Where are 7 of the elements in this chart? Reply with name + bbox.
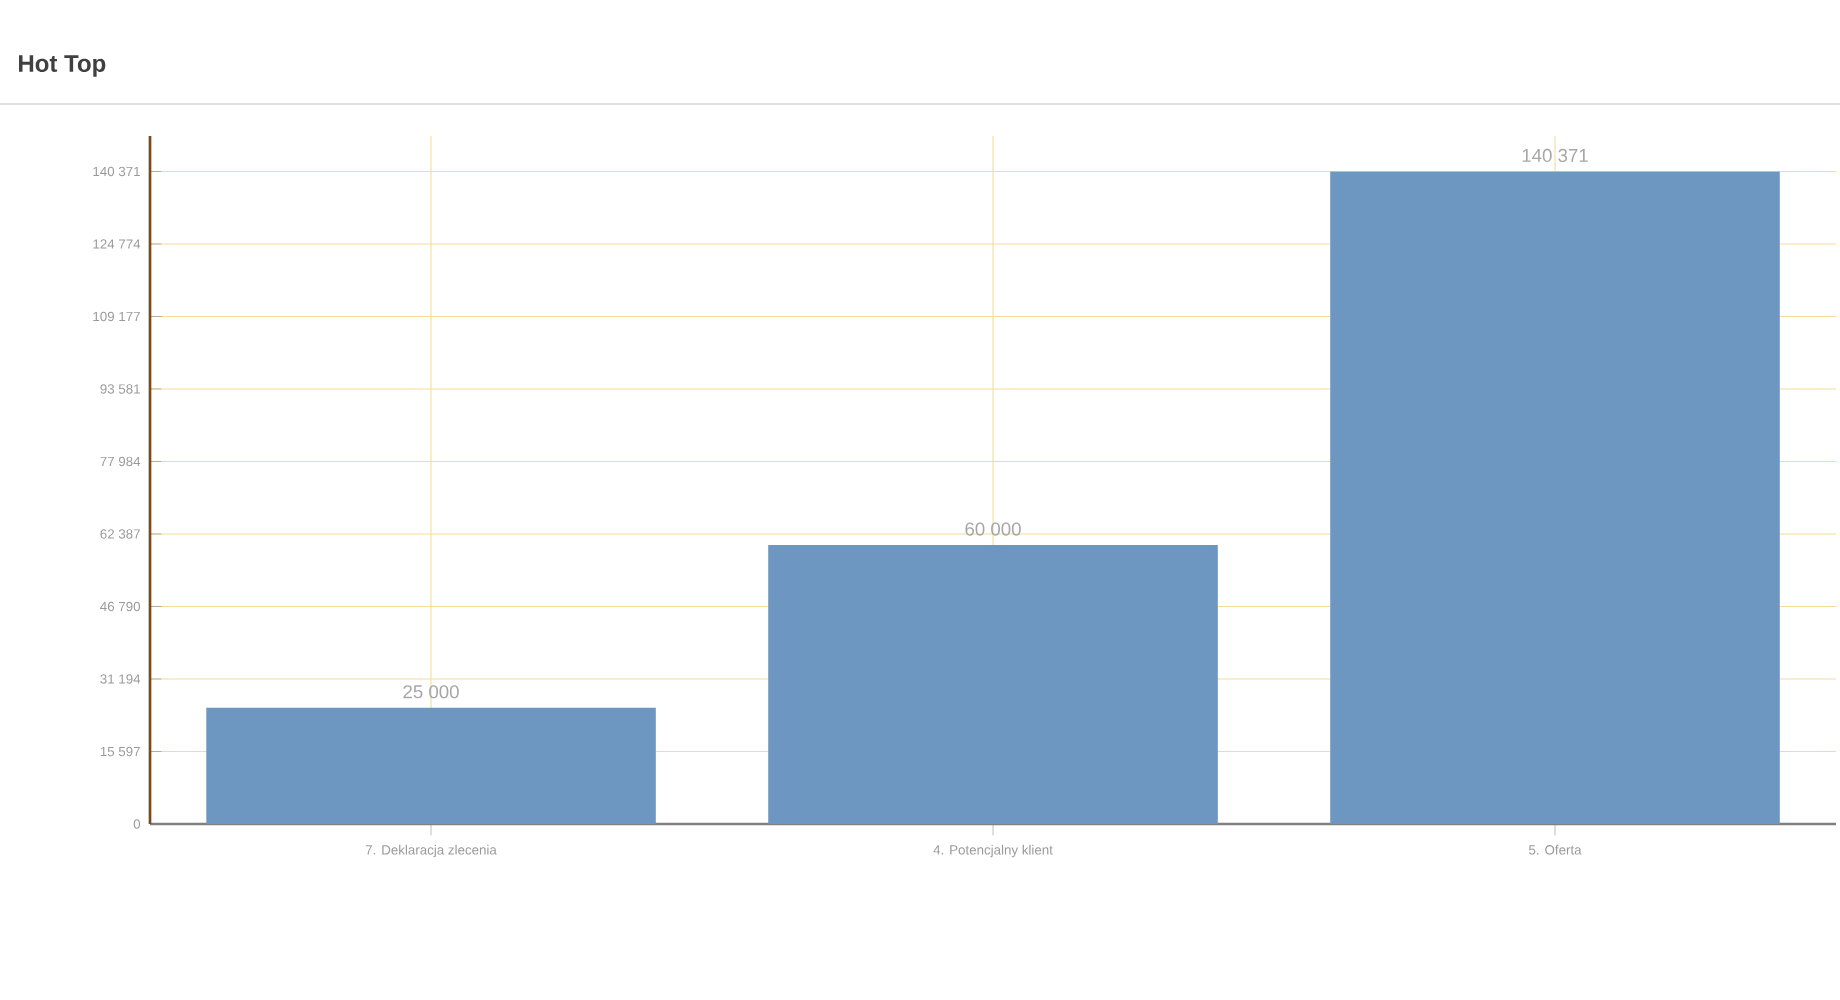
data-label: 140 371	[1522, 148, 1588, 163]
chart-title: Hot Top	[19, 55, 106, 77]
bar	[1330, 171, 1780, 824]
data-label: 25 000	[403, 685, 459, 699]
bar	[206, 707, 656, 824]
data-label: 60 000	[965, 522, 1021, 536]
bar	[768, 545, 1218, 824]
